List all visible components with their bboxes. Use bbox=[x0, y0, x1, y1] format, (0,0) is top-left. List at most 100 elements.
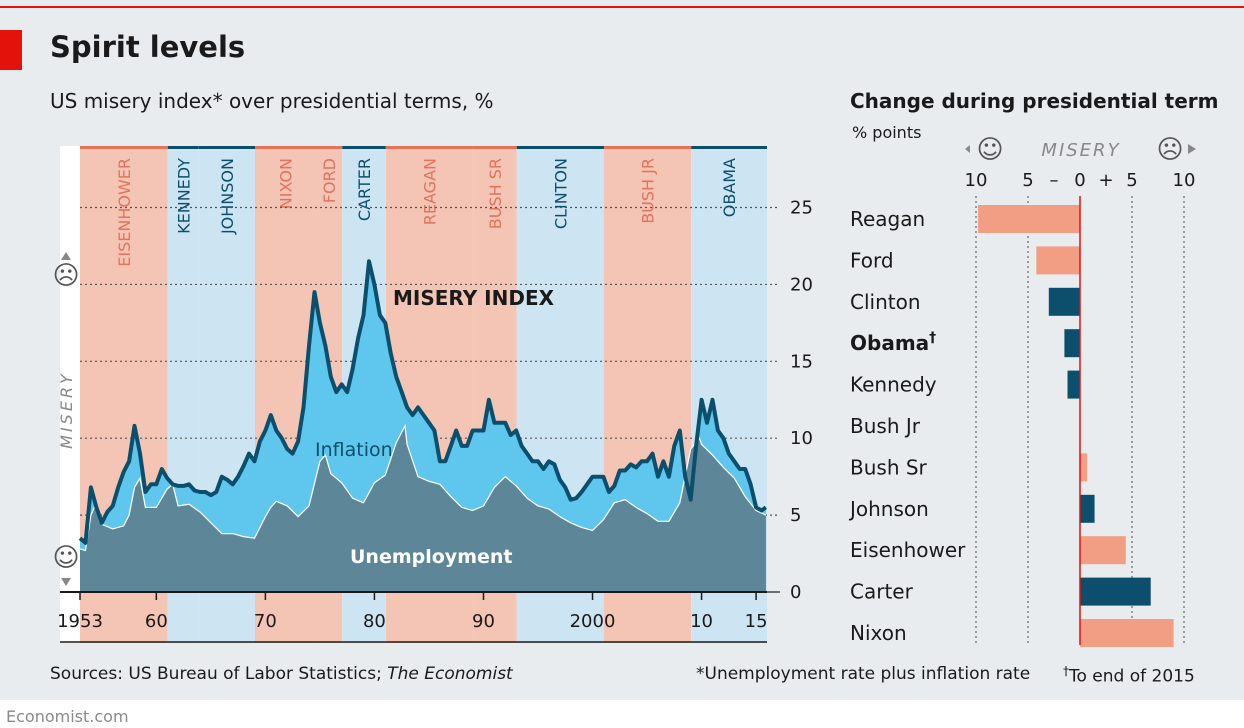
x-axis-band-4 bbox=[315, 593, 343, 643]
left-chart-subtitle: US misery index* over presidential terms… bbox=[50, 89, 494, 113]
bar-obama bbox=[1064, 329, 1080, 358]
term-topline-9 bbox=[603, 146, 692, 149]
bar-label: Bush Jr bbox=[850, 414, 921, 438]
term-topline-0 bbox=[80, 146, 168, 149]
right-tick-label: 10 bbox=[965, 170, 988, 191]
page-title: Spirit levels bbox=[50, 30, 246, 64]
right-arrow-icon bbox=[1188, 144, 1196, 154]
right-tick-label: 5 bbox=[1126, 170, 1137, 191]
x-axis-band-9 bbox=[603, 593, 692, 643]
term-topline-5 bbox=[342, 146, 386, 149]
bar-johnson bbox=[1080, 494, 1095, 523]
bar-label: Nixon bbox=[850, 621, 907, 645]
term-label: KENNEDY bbox=[174, 158, 193, 234]
brand-footer: Economist.com bbox=[6, 707, 129, 726]
right-chart-subtitle: Change during presidential term bbox=[850, 89, 1219, 113]
x-axis-band-6 bbox=[385, 593, 474, 643]
red-tab bbox=[0, 30, 22, 70]
dagger-mark: † bbox=[1063, 664, 1069, 678]
x-tick-label: 15 bbox=[745, 611, 768, 632]
term-label: BUSH JR bbox=[639, 158, 658, 224]
minus-sign: – bbox=[1050, 170, 1059, 191]
bar-eisenhower bbox=[1080, 536, 1126, 565]
y-tick-label: 15 bbox=[790, 351, 813, 372]
bar-label: Ford bbox=[850, 248, 894, 272]
term-topline-8 bbox=[516, 146, 604, 149]
term-label: JOHNSON bbox=[218, 158, 237, 235]
bar-label: Carter bbox=[850, 580, 914, 604]
y-tick-label: 10 bbox=[790, 428, 813, 449]
term-topline-1 bbox=[167, 146, 199, 149]
bar-nixon bbox=[1080, 619, 1174, 647]
up-arrow-icon bbox=[61, 252, 71, 260]
x-axis-band-2 bbox=[198, 593, 256, 643]
x-tick-label: 1953 bbox=[57, 611, 103, 632]
term-label: FORD bbox=[320, 158, 339, 203]
bar-label: Bush Sr bbox=[850, 455, 928, 479]
y-tick-label: 25 bbox=[790, 198, 813, 219]
plus-sign: + bbox=[1098, 170, 1113, 191]
x-tick-label: 60 bbox=[145, 611, 168, 632]
bar-clinton bbox=[1048, 287, 1080, 316]
x-axis-band-8 bbox=[516, 593, 604, 643]
top-rule bbox=[0, 6, 1244, 8]
x-axis-band-10 bbox=[691, 593, 767, 643]
sources-note: Sources: US Bureau of Labor Statistics; … bbox=[50, 664, 513, 684]
bar-kennedy bbox=[1067, 370, 1080, 399]
right-tick-label: 10 bbox=[1173, 170, 1196, 191]
unemployment-area bbox=[80, 425, 766, 592]
y-tick-label: 0 bbox=[790, 582, 801, 603]
bar-label: Kennedy bbox=[850, 373, 937, 397]
right-tick-label: 0 bbox=[1074, 170, 1085, 191]
sad-face-icon: ☹ bbox=[1156, 135, 1183, 165]
footnote-dagger: †To end of 2015 bbox=[1063, 664, 1195, 687]
y-tick-label: 5 bbox=[790, 505, 801, 526]
misery-index-line bbox=[78, 259, 768, 545]
bar-label: Eisenhower bbox=[850, 538, 966, 562]
bar-label: Clinton bbox=[850, 290, 921, 314]
x-axis-band-0 bbox=[80, 593, 168, 643]
term-topline-2 bbox=[198, 146, 256, 149]
happy-face-icon: ☺ bbox=[52, 543, 79, 573]
x-tick-label: 10 bbox=[690, 611, 713, 632]
term-label: BUSH SR bbox=[486, 158, 505, 229]
x-tick-label: 80 bbox=[363, 611, 386, 632]
y-tick-label: 20 bbox=[790, 274, 813, 295]
unemployment-line bbox=[79, 423, 767, 552]
misery-axis-label: MISERY bbox=[1041, 140, 1120, 161]
right-tick-label: 5 bbox=[1022, 170, 1033, 191]
bar-label: Reagan bbox=[850, 207, 925, 231]
misery-index-label: MISERY INDEX bbox=[393, 286, 555, 310]
term-label: NIXON bbox=[276, 158, 295, 209]
happy-face-icon: ☺ bbox=[976, 135, 1003, 165]
footnote-asterisk: *Unemployment rate plus inflation rate bbox=[696, 664, 1031, 684]
dagger-text: To end of 2015 bbox=[1069, 666, 1195, 687]
term-label: CLINTON bbox=[551, 158, 570, 229]
x-tick-label: 70 bbox=[254, 611, 277, 632]
x-axis-band-1 bbox=[167, 593, 199, 643]
term-topline-10 bbox=[691, 146, 767, 149]
term-label: OBAMA bbox=[720, 158, 739, 217]
x-axis-band-3 bbox=[255, 593, 316, 643]
bar-carter bbox=[1080, 577, 1151, 606]
term-label: REAGAN bbox=[420, 158, 439, 225]
right-chart-unit: % points bbox=[852, 123, 922, 142]
dagger-mark: † bbox=[929, 330, 936, 346]
term-topline-4 bbox=[315, 146, 343, 149]
misery-side-label: MISERY bbox=[57, 371, 76, 449]
x-tick-label: 90 bbox=[472, 611, 495, 632]
term-topline-3 bbox=[255, 146, 316, 149]
bar-bush-sr bbox=[1080, 453, 1088, 482]
bar-ford bbox=[1036, 246, 1080, 275]
bar-label: Obama† bbox=[850, 330, 936, 355]
unemployment-label: Unemployment bbox=[350, 546, 512, 568]
x-axis-band-7 bbox=[473, 593, 517, 643]
bar-label: Johnson bbox=[848, 497, 929, 521]
left-arrow-icon bbox=[965, 145, 970, 153]
down-arrow-icon bbox=[61, 578, 71, 586]
term-label: EISENHOWER bbox=[115, 158, 134, 267]
bar-reagan bbox=[978, 205, 1080, 233]
term-topline-6 bbox=[385, 146, 474, 149]
sources-text: Sources: US Bureau of Labor Statistics; bbox=[50, 664, 388, 684]
